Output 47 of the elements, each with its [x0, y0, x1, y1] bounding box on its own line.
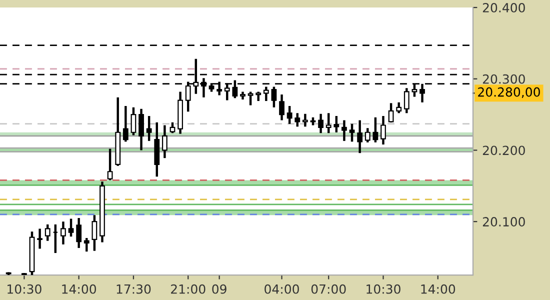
candlestick	[334, 114, 340, 134]
candlestick	[404, 87, 410, 114]
candlestick	[279, 93, 284, 122]
y-tick-label: 20.400	[482, 2, 525, 12]
candlestick	[84, 236, 90, 253]
text: 20.280,00	[478, 87, 540, 98]
x-tick-label: 10:30	[366, 284, 400, 294]
candlestick	[44, 223, 50, 242]
x-tick-label: 14:00	[62, 284, 96, 294]
candlestick	[380, 114, 386, 146]
y-tick-label: 20.300	[482, 74, 525, 84]
candlestick	[342, 119, 347, 142]
candlestick	[302, 112, 308, 128]
candlestick	[256, 90, 262, 102]
candlestick	[122, 104, 128, 143]
x-tick-label: 21:00	[171, 284, 206, 294]
candlestick	[107, 148, 113, 182]
x-tick-label: 09	[212, 284, 226, 294]
candlestick	[37, 228, 43, 250]
candlestick	[326, 112, 332, 134]
candlestick	[388, 102, 394, 124]
candlestick	[357, 119, 363, 154]
candlestick	[130, 106, 136, 136]
y-tick-label: 20.100	[482, 217, 525, 227]
candlestick	[372, 116, 378, 144]
candlestick	[263, 86, 269, 102]
candlestick	[248, 90, 254, 106]
candlestick	[318, 112, 324, 134]
candlestick	[146, 114, 152, 142]
candlestick	[162, 124, 168, 160]
candlestick	[68, 218, 74, 238]
candlestick	[349, 122, 355, 143]
candlestick	[138, 108, 144, 152]
candlestick	[76, 216, 82, 250]
candlestick	[271, 86, 277, 109]
x-tick-label: 10:30	[8, 284, 42, 294]
candlestick	[364, 126, 370, 144]
candlestick	[294, 112, 300, 128]
x-tick-label: 07:00	[311, 284, 346, 294]
x-tick-label: 17:30	[116, 284, 151, 294]
y-tick-label: 20.200	[482, 146, 525, 156]
candlestick	[396, 101, 402, 114]
candlestick	[60, 220, 66, 246]
candlestick	[92, 214, 98, 252]
candlestick	[286, 104, 292, 125]
x-tick-label: 04:00	[264, 284, 299, 294]
x-tick-label: 14:00	[421, 284, 456, 294]
